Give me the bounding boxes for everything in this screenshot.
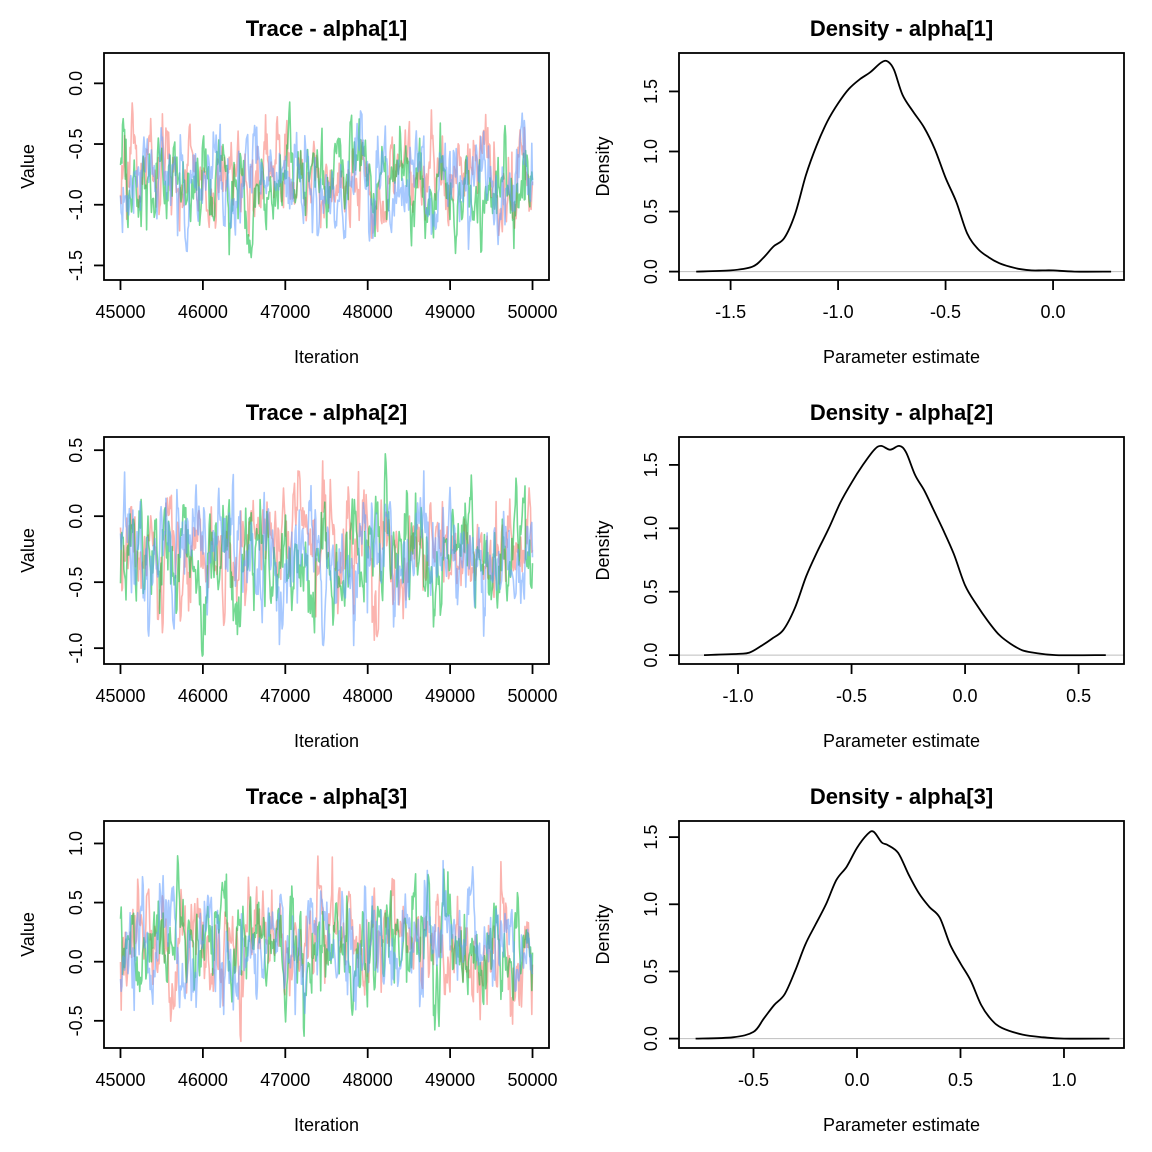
- plot-area: [119, 854, 534, 1043]
- chart-title: Density - alpha[2]: [810, 400, 993, 425]
- x-tick-label: 45000: [95, 686, 145, 706]
- y-tick-label: -0.5: [66, 1005, 86, 1036]
- x-tick-label: 50000: [507, 302, 557, 322]
- chart-title: Trace - alpha[2]: [246, 400, 407, 425]
- density-curve: [696, 59, 1112, 273]
- plot-frame: [103, 820, 550, 1049]
- y-tick-label: 0.5: [641, 579, 661, 604]
- x-tick-label: 48000: [343, 686, 393, 706]
- y-tick-label: 0.0: [641, 259, 661, 284]
- y-axis-label: Density: [593, 904, 613, 964]
- x-axis-label: Iteration: [294, 1115, 359, 1135]
- y-tick-label: -0.5: [66, 567, 86, 598]
- x-tick-label: 46000: [178, 1070, 228, 1090]
- y-axis-label: Value: [18, 912, 38, 957]
- density-curve: [703, 444, 1106, 657]
- y-axis-label: Density: [593, 136, 613, 196]
- plot-frame: [678, 52, 1125, 281]
- x-tick-label: 49000: [425, 1070, 475, 1090]
- panel-density-2: Density - alpha[2] -1.0 -0.5 0.0 0.5 0.0 0.5 1.…: [593, 400, 1125, 751]
- x-tick-label: 46000: [178, 686, 228, 706]
- x-tick-label: 47000: [260, 1070, 310, 1090]
- plot-area: [679, 830, 1124, 1040]
- panel-trace-2: Trace - alpha[2] 45000 46000 47000 48000 4900…: [18, 400, 558, 751]
- plot-area: [679, 59, 1124, 273]
- chart-title: Trace - alpha[3]: [246, 784, 407, 809]
- y-tick-label: 1.0: [641, 892, 661, 917]
- x-tick-label: 45000: [95, 1070, 145, 1090]
- plot-area: [119, 452, 534, 657]
- plot-area: [119, 101, 534, 259]
- x-tick-label: 0.0: [953, 686, 978, 706]
- y-tick-label: 0.5: [66, 890, 86, 915]
- y-tick-label: 0.0: [641, 1026, 661, 1051]
- density-curve: [695, 830, 1110, 1040]
- y-tick-label: 0.0: [66, 949, 86, 974]
- x-tick-label: -0.5: [738, 1070, 769, 1090]
- y-tick-label: 0.5: [641, 959, 661, 984]
- x-tick-label: 47000: [260, 302, 310, 322]
- y-tick-label: 0.0: [641, 643, 661, 668]
- x-axis-label: Parameter estimate: [823, 731, 980, 751]
- x-tick-label: 48000: [343, 302, 393, 322]
- x-tick-label: 45000: [95, 302, 145, 322]
- trace-line-chain-3: [119, 110, 534, 253]
- x-tick-label: 46000: [178, 302, 228, 322]
- y-tick-label: -1.5: [66, 250, 86, 281]
- panel-trace-3: Trace - alpha[3] 45000 46000 47000 48000 4900…: [18, 784, 558, 1135]
- plot-area: [679, 444, 1124, 657]
- trace-line-chain-3: [119, 859, 534, 1016]
- y-tick-label: -1.0: [66, 189, 86, 220]
- chart-title: Trace - alpha[1]: [246, 16, 407, 41]
- x-axis-label: Parameter estimate: [823, 1115, 980, 1135]
- x-tick-label: -0.5: [836, 686, 867, 706]
- y-tick-label: 1.5: [641, 79, 661, 104]
- y-tick-label: 1.0: [641, 139, 661, 164]
- x-tick-label: 0.0: [844, 1070, 869, 1090]
- x-tick-label: 49000: [425, 302, 475, 322]
- panel-trace-1: Trace - alpha[1] 45000 46000 47000 48000 4900…: [18, 16, 558, 367]
- x-tick-label: -1.0: [823, 302, 854, 322]
- x-tick-label: 0.5: [1066, 686, 1091, 706]
- x-tick-label: 50000: [507, 1070, 557, 1090]
- y-axis-label: Density: [593, 520, 613, 580]
- y-tick-label: 1.0: [641, 516, 661, 541]
- x-tick-label: -0.5: [930, 302, 961, 322]
- x-axis-label: Parameter estimate: [823, 347, 980, 367]
- x-tick-label: 1.0: [1051, 1070, 1076, 1090]
- plot-frame: [103, 436, 550, 665]
- x-tick-label: 47000: [260, 686, 310, 706]
- trace-line-chain-3: [119, 470, 534, 647]
- plot-frame: [678, 436, 1125, 665]
- panel-density-3: Density - alpha[3] -0.5 0.0 0.5 1.0 0.0 0.5 1.0…: [593, 784, 1125, 1135]
- x-axis-label: Iteration: [294, 731, 359, 751]
- x-tick-label: -1.5: [715, 302, 746, 322]
- y-tick-label: -1.0: [66, 633, 86, 664]
- chart-title: Density - alpha[3]: [810, 784, 993, 809]
- x-tick-label: 50000: [507, 686, 557, 706]
- x-tick-label: 0.0: [1041, 302, 1066, 322]
- y-tick-label: 1.0: [66, 831, 86, 856]
- y-tick-label: 0.5: [66, 438, 86, 463]
- y-tick-label: 1.5: [641, 452, 661, 477]
- panel-density-1: Density - alpha[1] -1.5 -1.0 -0.5 0.0 0.0 0.5 1…: [593, 16, 1125, 367]
- chart-title: Density - alpha[1]: [810, 16, 993, 41]
- y-axis-label: Value: [18, 144, 38, 189]
- y-axis-label: Value: [18, 528, 38, 573]
- y-tick-label: 0.0: [66, 71, 86, 96]
- y-tick-label: -0.5: [66, 129, 86, 160]
- y-tick-label: 1.5: [641, 825, 661, 850]
- x-axis-label: Iteration: [294, 347, 359, 367]
- plot-frame: [103, 52, 550, 281]
- y-tick-label: 0.5: [641, 199, 661, 224]
- x-tick-label: 48000: [343, 1070, 393, 1090]
- x-tick-label: 0.5: [948, 1070, 973, 1090]
- x-tick-label: -1.0: [723, 686, 754, 706]
- plot-frame: [678, 820, 1125, 1049]
- x-tick-label: 49000: [425, 686, 475, 706]
- y-tick-label: 0.0: [66, 504, 86, 529]
